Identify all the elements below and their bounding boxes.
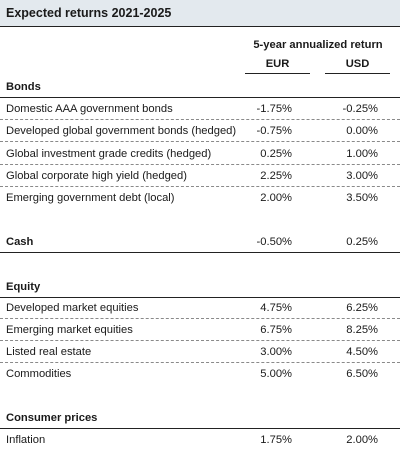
row-value-eur: 3.00% — [260, 346, 292, 358]
column-header-usd: USD — [345, 58, 370, 70]
row-divider — [0, 362, 400, 363]
row-value-usd: 2.00% — [346, 434, 378, 446]
row-value-eur: 1.75% — [260, 434, 292, 446]
title-rule — [0, 26, 400, 27]
row-value-eur: 4.75% — [260, 302, 292, 314]
row-label: Developed global government bonds (hedge… — [6, 125, 237, 137]
row-divider — [0, 141, 400, 142]
section-rule-consumer-prices — [0, 428, 400, 429]
row-value-usd: 6.50% — [346, 368, 378, 380]
row-divider — [0, 318, 400, 319]
row-value-eur: 5.00% — [260, 368, 292, 380]
header-underline-usd — [325, 73, 390, 74]
row-value-eur: 6.75% — [260, 324, 292, 336]
row-divider — [0, 340, 400, 341]
section-heading-consumer-prices: Consumer prices — [6, 412, 98, 424]
section-rule-cash — [0, 252, 400, 253]
row-value-usd: 3.50% — [346, 192, 378, 204]
row-label: Developed market equities — [6, 302, 139, 314]
section-rule-equity — [0, 297, 400, 298]
row-label: Commodities — [6, 368, 72, 380]
section-heading-cash: Cash — [6, 236, 34, 248]
section-rule-bonds — [0, 97, 400, 98]
row-label: Emerging market equities — [6, 324, 133, 336]
section-heading-bonds: Bonds — [6, 81, 41, 93]
title-bar: Expected returns 2021-2025 — [0, 0, 400, 26]
row-value-usd: 3.00% — [346, 170, 378, 182]
row-value-usd: 0.00% — [346, 125, 378, 137]
row-value-eur: 2.25% — [260, 170, 292, 182]
section-heading-equity: Equity — [6, 281, 41, 293]
row-value-usd: 0.25% — [346, 236, 378, 248]
row-value-eur: -0.50% — [256, 236, 292, 248]
row-label: Listed real estate — [6, 346, 92, 358]
column-header-eur: EUR — [265, 58, 290, 70]
header-underline-eur — [245, 73, 310, 74]
row-value-usd: 6.25% — [346, 302, 378, 314]
row-value-eur: -0.75% — [256, 125, 292, 137]
column-group-header: 5-year annualized return — [253, 39, 383, 51]
row-divider — [0, 186, 400, 187]
row-value-eur: 0.25% — [260, 148, 292, 160]
row-divider — [0, 119, 400, 120]
row-label: Global corporate high yield (hedged) — [6, 170, 187, 182]
row-label: Domestic AAA government bonds — [6, 103, 173, 115]
row-value-usd: -0.25% — [342, 103, 378, 115]
row-value-usd: 1.00% — [346, 148, 378, 160]
row-value-eur: -1.75% — [256, 103, 292, 115]
table-title: Expected returns 2021-2025 — [6, 6, 172, 20]
row-value-eur: 2.00% — [260, 192, 292, 204]
row-label: Global investment grade credits (hedged) — [6, 148, 212, 160]
row-value-usd: 4.50% — [346, 346, 378, 358]
row-label: Inflation — [6, 434, 46, 446]
row-value-usd: 8.25% — [346, 324, 378, 336]
row-label: Emerging government debt (local) — [6, 192, 175, 204]
row-divider — [0, 164, 400, 165]
